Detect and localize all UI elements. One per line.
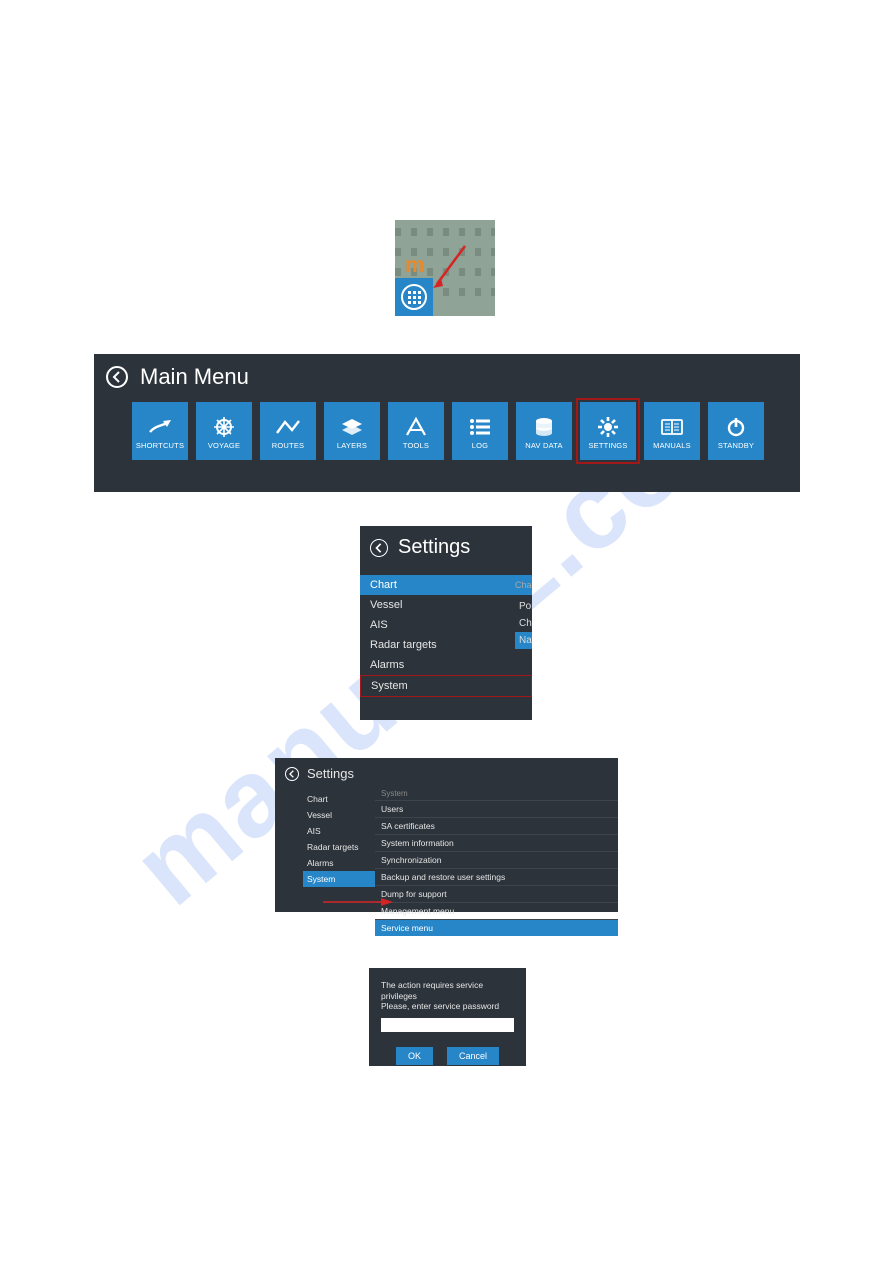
tile-label: SHORTCUTS (136, 441, 184, 450)
manuals-icon (659, 413, 685, 441)
main-menu-title: Main Menu (140, 364, 249, 390)
tile-label: SETTINGS (588, 441, 627, 450)
tile-label: VOYAGE (208, 441, 240, 450)
standby-icon (723, 413, 749, 441)
settings-icon (595, 413, 621, 441)
tools-icon (403, 413, 429, 441)
navdata-icon (531, 413, 557, 441)
settings-sub-item[interactable]: Dump for support (375, 885, 618, 902)
settings-sub-item[interactable]: Backup and restore user settings (375, 868, 618, 885)
tile-label: LOG (472, 441, 488, 450)
settings-item[interactable]: Radar targets (303, 839, 375, 855)
tile-label: TOOLS (403, 441, 429, 450)
back-button[interactable] (106, 366, 128, 388)
settings-right-header: Cha (515, 580, 532, 590)
log-icon (467, 413, 493, 441)
settings-item[interactable]: Chart (360, 575, 532, 595)
dialog-line1: The action requires service privileges (381, 980, 514, 1001)
settings-item[interactable]: Vessel (360, 595, 532, 615)
tile-log[interactable]: LOG (452, 402, 508, 460)
main-menu-panel: Main Menu SHORTCUTS VOYAGE ROUTES LAYERS TOO… (94, 354, 800, 492)
settings-item[interactable]: AIS (303, 823, 375, 839)
settings-sub-item[interactable]: Users (375, 800, 618, 817)
settings-panel-chart: Settings ChartVesselAISRadar targetsAlar… (360, 526, 532, 720)
tile-routes[interactable]: ROUTES (260, 402, 316, 460)
settings-left-list: ChartVesselAISRadar targetsAlarmsSystem (275, 785, 375, 936)
shortcuts-icon (147, 413, 173, 441)
cancel-button[interactable]: Cancel (447, 1047, 499, 1065)
settings-right-list: System UsersSA certificatesSystem inform… (375, 785, 618, 936)
map-corner-thumbnail: m (395, 220, 495, 316)
settings-item[interactable]: Vessel (303, 807, 375, 823)
settings-right-column: Cha PortrCharNavig (515, 580, 532, 649)
back-arrow-icon (288, 770, 296, 778)
settings-sub-item[interactable]: SA certificates (375, 817, 618, 834)
settings-item[interactable]: AIS (360, 615, 532, 635)
settings-item[interactable]: Alarms (303, 855, 375, 871)
main-menu-tiles: SHORTCUTS VOYAGE ROUTES LAYERS TOOLS LOG NAV D… (94, 396, 800, 460)
tile-manuals[interactable]: MANUALS (644, 402, 700, 460)
map-letter: m (405, 252, 425, 278)
tile-layers[interactable]: LAYERS (324, 402, 380, 460)
tile-navdata[interactable]: NAV DATA (516, 402, 572, 460)
ok-button[interactable]: OK (396, 1047, 433, 1065)
menu-grid-button[interactable] (395, 278, 433, 316)
tile-settings[interactable]: SETTINGS (580, 402, 636, 460)
tile-standby[interactable]: STANDBY (708, 402, 764, 460)
back-button[interactable] (285, 767, 299, 781)
tile-label: ROUTES (272, 441, 304, 450)
back-button[interactable] (370, 539, 388, 557)
tile-label: NAV DATA (525, 441, 562, 450)
back-arrow-icon (111, 371, 123, 383)
settings-title: Settings (307, 766, 354, 781)
tile-tools[interactable]: TOOLS (388, 402, 444, 460)
settings-sub-item[interactable]: Management menu (375, 902, 618, 919)
settings-sub-item[interactable]: System information (375, 834, 618, 851)
settings-item[interactable]: System (303, 871, 375, 887)
settings-sub-item[interactable]: Service menu (375, 919, 618, 936)
voyage-icon (211, 413, 237, 441)
service-password-input[interactable] (381, 1018, 514, 1032)
settings-item[interactable]: Chart (303, 791, 375, 807)
settings-sub-item[interactable]: Navig (515, 632, 532, 649)
tile-label: MANUALS (653, 441, 691, 450)
settings-item[interactable]: System (360, 675, 532, 697)
tile-voyage[interactable]: VOYAGE (196, 402, 252, 460)
settings-sub-item[interactable]: Portr (515, 598, 532, 615)
tile-shortcuts[interactable]: SHORTCUTS (132, 402, 188, 460)
settings-item[interactable]: Radar targets (360, 635, 532, 655)
back-arrow-icon (374, 543, 384, 553)
settings-item[interactable]: Alarms (360, 655, 532, 675)
settings-sub-item[interactable]: Char (515, 615, 532, 632)
settings-panel-system: Settings ChartVesselAISRadar targetsAlar… (275, 758, 618, 912)
settings-title: Settings (398, 536, 470, 559)
tile-label: LAYERS (337, 441, 367, 450)
grid-icon (401, 284, 427, 310)
dialog-line2: Please, enter service password (381, 1001, 514, 1012)
tile-label: STANDBY (718, 441, 754, 450)
settings-group-label: System (375, 787, 618, 800)
layers-icon (339, 413, 365, 441)
settings-sub-item[interactable]: Synchronization (375, 851, 618, 868)
password-dialog: The action requires service privileges P… (369, 968, 526, 1066)
routes-icon (275, 413, 301, 441)
